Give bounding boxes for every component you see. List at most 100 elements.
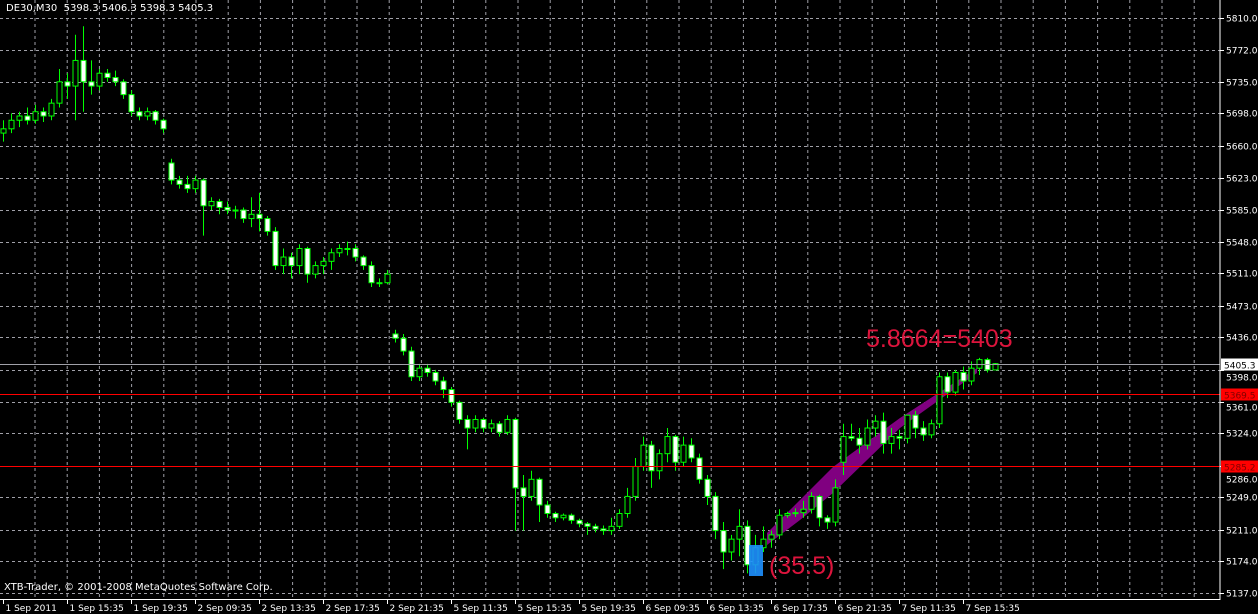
candle-bullish — [248, 213, 255, 220]
candle-bullish — [416, 367, 423, 378]
candle-bearish — [288, 256, 295, 267]
candles — [0, 26, 999, 574]
candle-bullish — [328, 252, 335, 262]
price-marker-label: 5285.2 — [1224, 464, 1256, 474]
candle-bullish — [776, 514, 783, 536]
candle-bullish — [280, 256, 287, 267]
candle-bearish — [432, 371, 439, 382]
candle-bearish — [464, 418, 471, 429]
candle-bearish — [40, 111, 47, 117]
candle-bullish — [792, 512, 799, 515]
candle-bullish — [192, 179, 199, 190]
price-tick-label: 5436.0 — [1226, 334, 1258, 344]
candle-bearish — [824, 517, 831, 523]
time-tick-label: 6 Sep 13:35 — [710, 604, 764, 614]
price-tick-label: 5660.0 — [1226, 143, 1258, 153]
price-tick-label: 5174.0 — [1226, 558, 1258, 568]
time-tick-label: 6 Sep 09:35 — [646, 604, 700, 614]
candle-bearish — [264, 218, 271, 232]
candle-bearish — [120, 81, 127, 96]
candle-bullish — [976, 359, 983, 369]
candle-bearish — [368, 265, 375, 284]
candle-bullish — [72, 59, 79, 87]
candle-bearish — [64, 81, 71, 87]
candle-bullish — [528, 478, 535, 497]
candle-bullish — [968, 367, 975, 382]
price-tick-label: 5286.0 — [1226, 476, 1258, 486]
bid-price-box — [1221, 358, 1258, 371]
highlight-box[interactable] — [749, 545, 763, 576]
time-tick-label: 2 Sep 17:35 — [326, 604, 380, 614]
price-tick-label: 5772.0 — [1226, 47, 1258, 57]
candle-bearish — [304, 247, 311, 275]
candle-bullish — [8, 119, 15, 130]
candle-bearish — [496, 423, 503, 433]
candle-bullish — [664, 436, 671, 455]
formula-annotation[interactable]: 5.8664=5403 — [866, 325, 1013, 353]
candle-bullish — [504, 418, 511, 433]
time-tick-label: 7 Sep 11:35 — [902, 604, 956, 614]
price-tick-label: 5473.0 — [1226, 303, 1258, 313]
candle-bullish — [344, 247, 351, 250]
candle-bearish — [168, 162, 175, 181]
candle-bearish — [104, 72, 111, 79]
candle-bearish — [24, 115, 31, 121]
candle-bullish — [808, 495, 815, 510]
candle-bullish — [144, 111, 151, 117]
price-tick-label: 5735.0 — [1226, 79, 1258, 89]
candle-bullish — [336, 247, 343, 254]
range-annotation[interactable]: (35.5) — [769, 552, 834, 580]
price-tick-label: 5361.0 — [1226, 404, 1258, 414]
price-tick-label: 5324.0 — [1226, 430, 1258, 440]
candle-bearish — [536, 478, 543, 506]
price-tick-label: 5548.0 — [1226, 239, 1258, 249]
time-tick-label: 6 Sep 17:35 — [774, 604, 828, 614]
candle-bullish — [784, 513, 791, 516]
candle-bearish — [544, 504, 551, 515]
candle-bearish — [576, 519, 583, 525]
candle-bullish — [832, 487, 839, 523]
candle-bearish — [552, 513, 559, 519]
candle-bearish — [944, 376, 951, 393]
candle-bearish — [424, 367, 431, 373]
candle-bearish — [256, 213, 263, 220]
candle-bullish — [208, 200, 215, 207]
candle-bearish — [136, 111, 143, 117]
candle-bullish — [936, 376, 943, 425]
price-tick-label: 5511.0 — [1226, 270, 1258, 280]
candle-bearish — [688, 444, 695, 459]
candle-bullish — [560, 514, 567, 519]
candle-bullish — [56, 81, 63, 104]
price-axis: 5810.0 5772.0 5735.0 5698.0 5660.0 5623.0 5585… — [1220, 15, 1258, 600]
candle-bullish — [904, 414, 911, 439]
time-tick-label: 1 Sep 19:35 — [134, 604, 188, 614]
candle-bearish — [880, 420, 887, 444]
price-tick-label: 5585.0 — [1226, 207, 1258, 217]
candle-bearish — [912, 414, 919, 429]
time-tick-label: 5 Sep 15:35 — [518, 604, 572, 614]
candle-bullish — [728, 538, 735, 553]
copyright-text: XTB-Trader, © 2001-2008 MetaQuotes Softw… — [4, 582, 273, 593]
candle-bullish — [0, 128, 7, 134]
time-axis: 1 Sep 2011 1 Sep 15:35 1 Sep 19:35 2 Sep 09… — [3, 599, 1020, 614]
candle-bullish — [488, 423, 495, 429]
price-tick-label: 5249.0 — [1226, 494, 1258, 504]
candle-bearish — [856, 437, 863, 446]
candle-bullish — [616, 513, 623, 527]
candle-bullish — [736, 525, 743, 540]
horizontal-lines — [0, 364, 1220, 467]
price-markers: 5405.3 5369.5 5285.2 — [1221, 358, 1258, 474]
candle-bullish — [48, 102, 55, 117]
candle-bullish — [384, 273, 391, 284]
candle-bearish — [408, 350, 415, 378]
candle-bullish — [16, 115, 23, 121]
candle-bullish — [656, 453, 663, 472]
time-tick-label: 6 Sep 21:35 — [838, 604, 892, 614]
candle-bearish — [352, 247, 359, 258]
candle-bearish — [392, 333, 399, 339]
candle-bearish — [848, 436, 855, 439]
candle-bearish — [240, 209, 247, 220]
candle-bearish — [512, 418, 519, 489]
time-tick-label: 5 Sep 11:35 — [454, 604, 508, 614]
